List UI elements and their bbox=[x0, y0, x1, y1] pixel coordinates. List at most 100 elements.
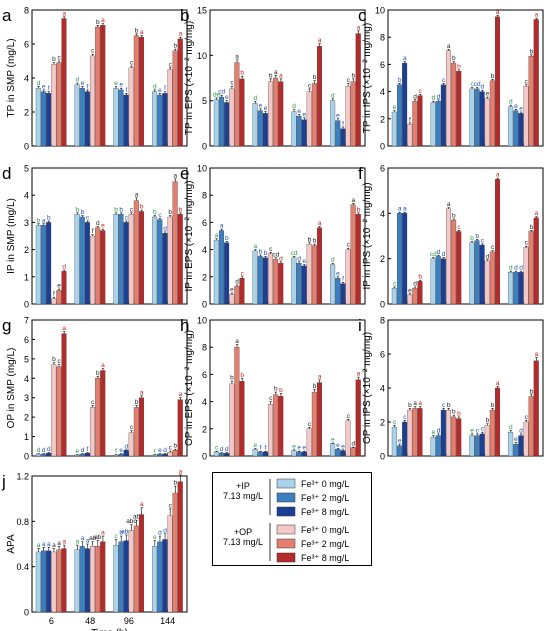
significance-letter: c bbox=[57, 55, 61, 62]
panel-letter: c bbox=[358, 6, 367, 25]
significance-letter: e bbox=[297, 108, 301, 115]
significance-letter: c bbox=[114, 533, 118, 540]
significance-letter: a bbox=[140, 501, 144, 508]
bar bbox=[518, 435, 524, 457]
bar bbox=[51, 551, 57, 613]
bar bbox=[412, 408, 418, 457]
bar bbox=[113, 88, 119, 147]
bar bbox=[489, 251, 495, 305]
bar bbox=[118, 453, 124, 457]
significance-letter: b bbox=[470, 235, 474, 242]
significance-letter: c bbox=[125, 215, 129, 222]
bar bbox=[224, 453, 230, 457]
significance-letter: b bbox=[47, 215, 51, 222]
significance-letter: b bbox=[357, 206, 361, 213]
bar bbox=[340, 128, 346, 147]
significance-letter: d bbox=[220, 446, 224, 453]
significance-letter: a bbox=[318, 37, 322, 44]
significance-letter: c bbox=[347, 77, 351, 84]
bar bbox=[273, 394, 279, 457]
significance-letter: e bbox=[254, 442, 258, 449]
significance-letter: c bbox=[269, 395, 273, 402]
bar bbox=[167, 216, 173, 305]
significance-letter: de bbox=[213, 91, 221, 98]
bar bbox=[40, 453, 46, 457]
bar bbox=[494, 16, 500, 147]
bar bbox=[35, 551, 41, 613]
bar bbox=[79, 216, 85, 305]
significance-letter: b bbox=[452, 409, 456, 416]
significance-letter: cd bbox=[272, 251, 279, 258]
bar bbox=[417, 95, 423, 147]
bar bbox=[445, 208, 451, 305]
significance-letter: c bbox=[308, 82, 312, 89]
panel-letter: i bbox=[358, 316, 362, 335]
significance-letter: e bbox=[303, 258, 307, 265]
legend-swatch bbox=[276, 492, 296, 503]
y-axis-label: OP in SMP (mg/L) bbox=[6, 348, 17, 429]
significance-letter: a bbox=[37, 542, 41, 549]
bar bbox=[100, 541, 106, 613]
significance-letter: e bbox=[519, 106, 523, 113]
bar bbox=[138, 514, 144, 613]
x-axis-label: Time (h) bbox=[91, 628, 128, 631]
significance-letter: f bbox=[92, 228, 94, 235]
bar bbox=[123, 94, 129, 147]
significance-letter: e bbox=[81, 80, 85, 87]
significance-letter: c bbox=[269, 246, 273, 253]
significance-letter: c bbox=[393, 419, 397, 426]
significance-letter: a bbox=[496, 380, 500, 387]
y-tick-label: 1 bbox=[24, 272, 29, 282]
bar bbox=[252, 449, 258, 457]
significance-letter: d bbox=[437, 427, 441, 434]
significance-letter: c bbox=[481, 237, 485, 244]
y-tick-label: 3 bbox=[24, 393, 29, 403]
bar bbox=[396, 84, 402, 147]
bar bbox=[118, 214, 124, 305]
significance-letter: a bbox=[535, 210, 539, 217]
bar bbox=[311, 245, 317, 305]
bar bbox=[35, 453, 41, 457]
y-tick-label: 4 bbox=[24, 191, 29, 201]
y-tick-label: 8 bbox=[380, 316, 385, 326]
significance-letter: abc bbox=[121, 528, 132, 535]
bar bbox=[84, 91, 90, 147]
significance-letter: e bbox=[292, 443, 296, 450]
significance-letter: d bbox=[413, 93, 417, 100]
bar bbox=[445, 50, 451, 147]
significance-letter: e bbox=[470, 427, 474, 434]
legend-graphic: +IP 7.13 mg/L +OP 7.13 mg/L Fe³⁺ 0 mg/L Fe³⁺ … bbox=[223, 478, 349, 563]
bar bbox=[494, 179, 500, 305]
bar bbox=[350, 447, 356, 457]
x-tick-label: 96 bbox=[124, 616, 134, 626]
significance-letter: c bbox=[169, 61, 173, 68]
bar bbox=[340, 450, 346, 457]
significance-letter: cd bbox=[474, 81, 481, 88]
significance-letter: a bbox=[535, 351, 539, 358]
bar bbox=[451, 416, 457, 457]
significance-letter: f bbox=[265, 445, 267, 452]
significance-letter: b bbox=[313, 383, 317, 390]
significance-letter: f bbox=[342, 276, 344, 283]
significance-letter: d bbox=[96, 220, 100, 227]
bar bbox=[484, 98, 490, 147]
significance-letter: e bbox=[153, 534, 157, 541]
bar bbox=[456, 71, 462, 147]
bar bbox=[301, 451, 307, 457]
bar bbox=[172, 181, 178, 305]
bar bbox=[177, 38, 183, 147]
bar bbox=[273, 77, 279, 147]
significance-letter: c bbox=[525, 78, 529, 85]
bar bbox=[335, 449, 341, 457]
bar bbox=[157, 541, 163, 613]
significance-letter: abc bbox=[126, 518, 137, 525]
significance-letter: c bbox=[347, 413, 351, 420]
y-axis-label: IP in SMP (mg/L) bbox=[6, 198, 17, 274]
significance-letter: a bbox=[235, 338, 239, 345]
bar bbox=[489, 409, 495, 457]
significance-letter: f bbox=[342, 120, 344, 127]
significance-letter: a bbox=[318, 373, 322, 380]
significance-letter: e bbox=[432, 429, 436, 436]
bar bbox=[61, 18, 67, 147]
